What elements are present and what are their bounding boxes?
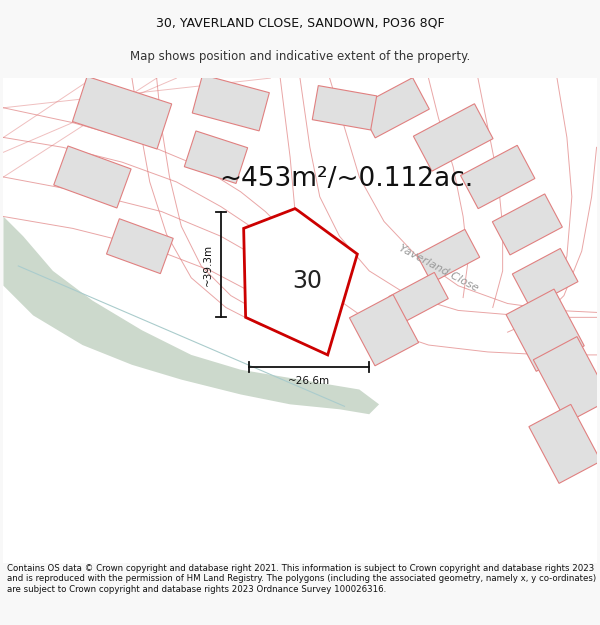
Polygon shape [106,219,173,274]
Polygon shape [529,404,600,483]
Polygon shape [389,272,448,322]
Polygon shape [4,216,379,414]
Polygon shape [192,75,269,131]
Text: Contains OS data © Crown copyright and database right 2021. This information is : Contains OS data © Crown copyright and d… [7,564,596,594]
Polygon shape [417,229,480,282]
Polygon shape [244,209,358,355]
Text: 30, YAVERLAND CLOSE, SANDOWN, PO36 8QF: 30, YAVERLAND CLOSE, SANDOWN, PO36 8QF [155,17,445,30]
Polygon shape [184,131,248,184]
Text: ~453m²/~0.112ac.: ~453m²/~0.112ac. [219,166,473,192]
Polygon shape [506,289,584,371]
Polygon shape [512,249,578,307]
Polygon shape [533,337,600,422]
Polygon shape [54,146,131,208]
Polygon shape [413,104,493,171]
Polygon shape [349,294,419,366]
Polygon shape [73,76,172,149]
Polygon shape [312,86,377,130]
Text: 30: 30 [292,269,322,292]
Polygon shape [493,194,562,255]
Text: ~39.3m: ~39.3m [203,243,213,286]
Polygon shape [4,78,596,562]
Text: ~26.6m: ~26.6m [288,376,330,386]
Text: Map shows position and indicative extent of the property.: Map shows position and indicative extent… [130,50,470,62]
Polygon shape [358,78,430,138]
Text: Yaverland Close: Yaverland Close [397,242,480,293]
Polygon shape [461,145,535,209]
